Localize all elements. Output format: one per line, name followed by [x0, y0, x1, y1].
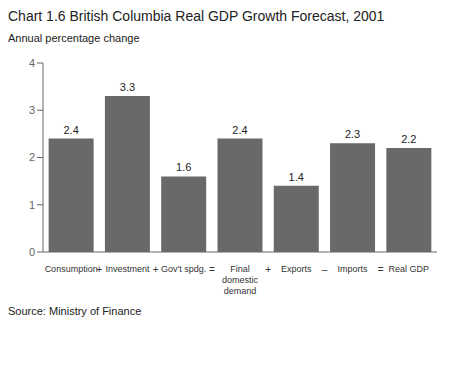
svg-text:–: –: [322, 264, 328, 275]
svg-text:Investment: Investment: [105, 264, 150, 274]
svg-text:3: 3: [29, 104, 35, 116]
svg-text:2.4: 2.4: [63, 124, 78, 136]
svg-text:2.4: 2.4: [232, 124, 247, 136]
svg-text:Imports: Imports: [338, 264, 369, 274]
svg-text:1: 1: [29, 199, 35, 211]
svg-text:Finaldomesticdemand: Finaldomesticdemand: [222, 264, 259, 296]
svg-text:1.4: 1.4: [289, 171, 304, 183]
html-text:Chart 1.6 British Columbia Rea: Chart 1.6 British Columbia Real GDP Grow…: [8, 8, 385, 24]
svg-text:Consumption: Consumption: [45, 264, 98, 274]
svg-text:3.3: 3.3: [120, 81, 135, 93]
svg-text:4: 4: [29, 57, 35, 69]
svg-text:2.2: 2.2: [401, 133, 416, 145]
svg-text:0: 0: [29, 246, 35, 258]
svg-text:1.6: 1.6: [176, 161, 191, 173]
svg-text:Real GDP: Real GDP: [389, 264, 430, 274]
html-text:Source: Ministry of Finance: Source: Ministry of Finance: [8, 305, 142, 317]
svg-text:=: =: [209, 264, 215, 275]
svg-text:2: 2: [29, 151, 35, 163]
svg-text:+: +: [96, 264, 102, 275]
svg-text:+: +: [153, 264, 159, 275]
svg-text:Exports: Exports: [281, 264, 312, 274]
svg-text:Gov't spdg.: Gov't spdg.: [161, 264, 206, 274]
svg-text:2.3: 2.3: [345, 128, 360, 140]
html-text:Annual percentage change: Annual percentage change: [8, 32, 140, 44]
svg-text:+: +: [265, 264, 271, 275]
svg-text:=: =: [378, 264, 384, 275]
